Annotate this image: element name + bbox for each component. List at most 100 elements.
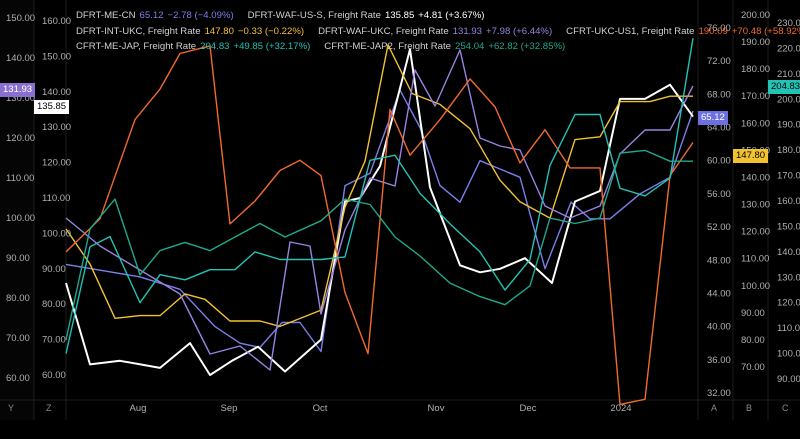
y-tick-label: 190.00 [777,120,800,131]
y-tick-label: 72.00 [707,56,731,67]
y-tick-label: 56.00 [707,189,731,200]
y-tick-label: 130.00 [777,272,800,283]
grid [0,0,800,420]
y-tick-label: 44.00 [707,288,731,299]
y-tick-label: 190.00 [741,37,770,48]
y-tick-label: 52.00 [707,222,731,233]
axis-letter: B [746,403,752,413]
legend-series-change: +70.48 (+58.92%) [731,25,800,37]
last-value-label: 147.80 [733,149,769,164]
y-tick-label: 110.00 [6,173,34,184]
axis-letter: C [782,403,789,413]
legend-item[interactable]: CFRT-ME-JAP, Freight Rate 204.83 +49.85 (+… [76,39,310,55]
y-tick-label: 140.00 [6,53,35,64]
y-tick-label: 48.00 [707,255,731,266]
x-tick-label: Oct [313,403,328,414]
x-tick-label: Nov [428,403,445,414]
y-tick-label: 200.00 [741,10,770,21]
legend-item[interactable]: DFRT-ME-CN 65.12 −2.78 (−4.09%) [76,8,234,24]
y-tick-label: 120.00 [777,298,800,309]
legend-item[interactable]: CFRT-UKC-US1, Freight Rate 190.09 +70.48 (… [566,24,800,40]
legend-item[interactable]: DFRT-WAF-UKC, Freight Rate 131.93 +7.98 (+… [318,24,552,40]
y-tick-label: 140.00 [42,87,71,98]
axis-panel-left-outer [0,0,34,420]
series-line[interactable] [65,89,694,353]
legend-series-value: 147.80 [204,25,234,37]
y-tick-label: 64.00 [707,123,731,134]
x-tick-label: Aug [130,403,147,414]
axis-letter: A [711,403,717,413]
x-tick-label: Sep [221,403,238,414]
series-line[interactable] [65,49,694,371]
x-tick-label: Dec [520,403,537,414]
legend-series-name: DFRT-ME-CN [76,10,136,21]
y-tick-label: 130.00 [6,93,35,104]
y-axis-right-c[interactable]: 230.00 220.00 210.00 200.00 190.00 180.00 170.… [777,18,800,413]
legend-item[interactable]: DFRT-WAF-US-S, Freight Rate 135.85 +4.81 (… [248,8,485,24]
last-value-label: 204.83 [768,80,800,94]
legend-item[interactable]: DFRT-INT-UKC, Freight Rate 147.80 −0.33 (−… [76,24,304,40]
series-layer [65,38,694,406]
y-tick-label: 130.00 [42,122,71,133]
legend-row: CFRT-ME-JAP, Freight Rate 204.83 +49.85 (+… [76,39,800,55]
y-tick-label: 100.00 [42,228,71,239]
legend: DFRT-ME-CN 65.12 −2.78 (−4.09%) DFRT-WAF-US… [76,8,800,55]
y-tick-label: 90.00 [42,264,66,275]
legend-row: DFRT-ME-CN 65.12 −2.78 (−4.09%) DFRT-WAF-US… [76,8,800,24]
y-tick-label: 180.00 [777,145,800,156]
legend-series-value: 131.93 [452,25,483,37]
legend-series-value: 190.09 [698,25,728,37]
y-axis-right-b[interactable]: 200.00190.00180.00170.00160.00150.00140.… [741,10,770,413]
y-tick-label: 140.00 [777,247,800,258]
y-tick-label: 76.00 [707,23,731,34]
y-tick-label: 60.00 [6,373,30,384]
y-tick-label: 80.00 [741,335,765,346]
y-tick-label: 70.00 [741,362,765,373]
y-tick-label: 90.00 [777,374,800,385]
legend-series-change: +4.81 (+3.67%) [418,10,485,21]
y-tick-label: 80.00 [6,293,30,304]
y-tick-label: 150.00 [777,221,800,232]
y-tick-label: 120.00 [42,158,71,169]
series-line[interactable] [65,45,694,406]
legend-series-value: 254.04 [455,41,485,52]
x-axis[interactable]: Aug Sep Oct Nov Dec 2024 [130,403,632,414]
series-line[interactable] [65,38,694,354]
last-value-label: 131.93 [0,83,36,98]
axes-layer[interactable]: 150.00 140.00 130.00 120.00 110.00 100.00 90.0… [6,10,800,413]
y-tick-label: 160.00 [777,196,800,207]
last-value-label: 65.12 [698,111,728,126]
y-tick-label: 40.00 [707,322,731,333]
y-tick-label: 170.00 [741,91,770,102]
legend-series-change: +7.98 (+6.44%) [486,25,553,37]
y-tick-label: 150.00 [6,13,35,24]
series-line[interactable] [65,149,693,341]
legend-series-value: 135.85 [384,10,415,21]
y-tick-label: 150.00 [42,51,71,62]
legend-item[interactable]: CFRT-ME-JAP2, Freight Rate 254.04 +62.82 (… [324,39,565,55]
series-line[interactable] [65,44,693,328]
legend-series-name: CFRT-ME-JAP, Freight Rate [76,41,197,52]
y-tick-label: 90.00 [6,253,30,264]
legend-row: DFRT-INT-UKC, Freight Rate 147.80 −0.33 (−… [76,24,800,40]
legend-series-name: DFRT-WAF-US-S, Freight Rate [247,10,381,21]
legend-series-name: CFRT-UKC-US1, Freight Rate [566,25,695,37]
y-axis-left-outer[interactable]: 150.00 140.00 130.00 120.00 110.00 100.00 90.0… [6,13,35,413]
y-tick-label: 32.00 [707,388,731,399]
y-tick-label: 140.00 [741,172,770,183]
y-tick-label: 160.00 [741,118,770,129]
y-axis-right-a[interactable]: 76.00 72.00 68.00 64.00 60.00 56.00 52.00 48.00… [707,23,731,413]
legend-series-change: +49.85 (+32.17%) [233,41,311,52]
y-tick-label: 100.00 [741,281,770,292]
series-line[interactable] [65,48,694,376]
y-tick-label: 180.00 [741,64,770,75]
y-axis-left-inner[interactable]: 160.00 150.00 140.00 130.00 120.00 110.00 100.… [42,16,71,413]
y-tick-label: 170.00 [777,171,800,182]
legend-series-name: CFRT-ME-JAP2, Freight Rate [324,41,452,52]
y-tick-label: 36.00 [707,355,731,366]
y-tick-label: 100.00 [6,213,35,224]
y-tick-label: 70.00 [42,335,66,346]
y-tick-label: 110.00 [42,193,70,204]
